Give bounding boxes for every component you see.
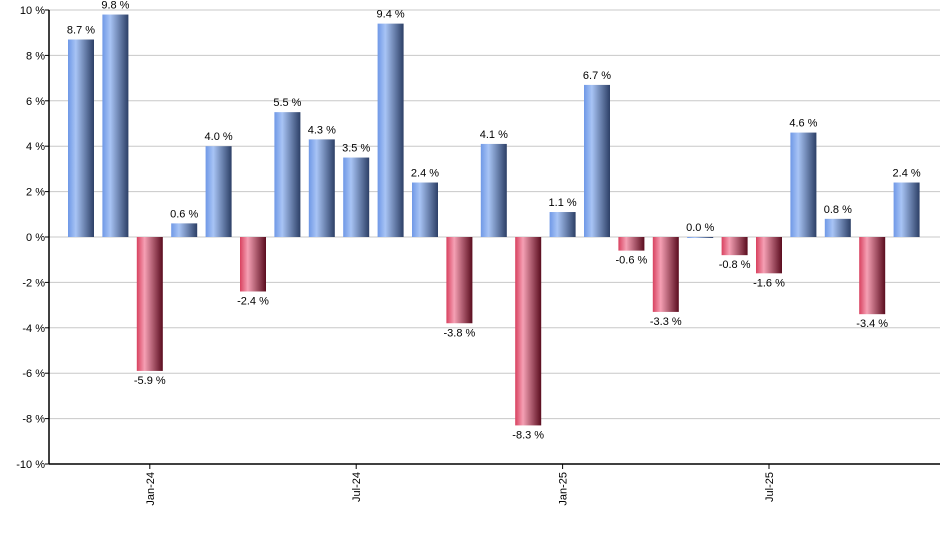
bar <box>687 237 714 238</box>
data-label: 0.6 % <box>170 208 198 220</box>
x-tick-label: Jan-25 <box>558 472 570 506</box>
bar <box>859 237 886 315</box>
y-tick-label: -8 % <box>22 414 45 426</box>
data-label: 4.1 % <box>480 129 508 141</box>
data-label: 4.3 % <box>308 124 336 136</box>
data-label: -0.6 % <box>616 255 648 267</box>
data-label: -3.4 % <box>856 318 888 330</box>
data-label: 6.7 % <box>583 70 611 82</box>
bar <box>240 237 266 292</box>
y-tick-label: -10 % <box>16 459 45 471</box>
bar <box>584 84 610 237</box>
data-label: -2.4 % <box>237 295 269 307</box>
bar <box>618 237 645 251</box>
data-label: 2.4 % <box>411 168 439 180</box>
y-tick-label: 2 % <box>26 187 45 199</box>
bar <box>446 237 473 324</box>
bar <box>412 182 438 237</box>
bar <box>205 146 232 237</box>
bar <box>377 23 404 238</box>
data-label: 8.7 % <box>67 25 95 37</box>
data-label: 2.4 % <box>893 168 921 180</box>
bar <box>515 237 542 426</box>
bar <box>308 139 335 237</box>
data-label: 0.0 % <box>686 222 714 234</box>
x-tick-label: Jan-24 <box>145 472 157 506</box>
bar <box>721 237 748 256</box>
y-tick-label: 8 % <box>26 50 45 62</box>
data-label: 9.4 % <box>377 9 405 21</box>
bar <box>652 237 679 312</box>
bar <box>102 14 129 238</box>
bar <box>136 237 163 371</box>
data-label: -0.8 % <box>719 259 751 271</box>
x-tick-label: Jul-25 <box>764 472 776 502</box>
bar <box>171 223 198 237</box>
bar <box>343 157 370 237</box>
data-label: 3.5 % <box>342 143 370 155</box>
data-label: -1.6 % <box>753 277 785 289</box>
data-label: 1.1 % <box>549 197 577 209</box>
bar <box>790 132 817 237</box>
y-tick-label: 0 % <box>26 232 45 244</box>
data-label: 4.6 % <box>789 118 817 130</box>
data-label: -5.9 % <box>134 375 166 387</box>
y-tick-label: -4 % <box>22 323 45 335</box>
data-label: 0.8 % <box>824 204 852 216</box>
y-tick-label: -2 % <box>22 277 45 289</box>
data-label: 9.8 % <box>101 0 129 12</box>
bar <box>68 39 94 238</box>
x-tick-label: Jul-24 <box>351 472 363 502</box>
data-label: -3.8 % <box>444 327 476 339</box>
bar <box>824 218 851 237</box>
data-label: 4.0 % <box>205 131 233 143</box>
y-tick-label: 6 % <box>26 96 45 108</box>
bar <box>549 212 576 237</box>
data-label: 5.5 % <box>273 97 301 109</box>
bar <box>893 182 920 237</box>
data-label: -8.3 % <box>512 429 544 441</box>
y-tick-label: 10 % <box>20 5 45 17</box>
bar <box>274 112 301 237</box>
y-tick-label: 4 % <box>26 141 45 153</box>
data-label: -3.3 % <box>650 316 682 328</box>
bar <box>756 237 782 274</box>
bar <box>480 143 507 237</box>
y-tick-label: -6 % <box>22 368 45 380</box>
